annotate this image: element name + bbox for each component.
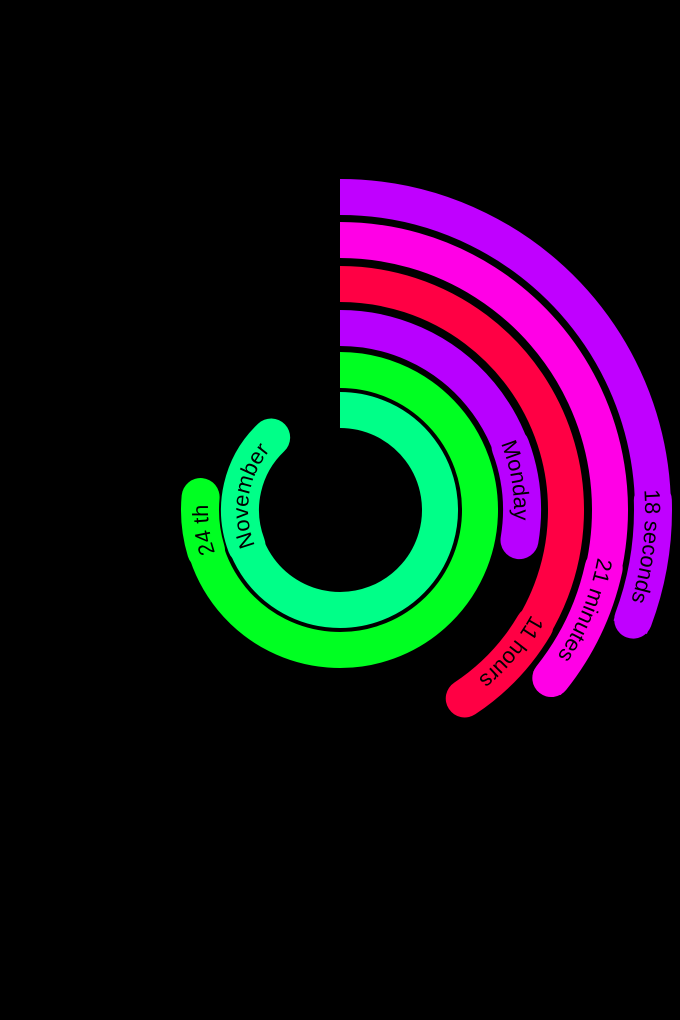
ring-day-label-tab — [181, 478, 226, 570]
ring-weekday-label-tab — [491, 427, 541, 560]
ring-minute-label-tab — [532, 549, 623, 698]
ring-second-label-tab — [614, 481, 672, 639]
ring-hour-label-tab — [445, 606, 554, 718]
ring-day-arc — [182, 352, 498, 668]
ring-day: 24 th — [181, 352, 498, 668]
ring-month: November — [221, 392, 458, 628]
ring-month-label-tab — [221, 418, 291, 565]
ring-minute: 21 minutes — [339, 222, 628, 698]
